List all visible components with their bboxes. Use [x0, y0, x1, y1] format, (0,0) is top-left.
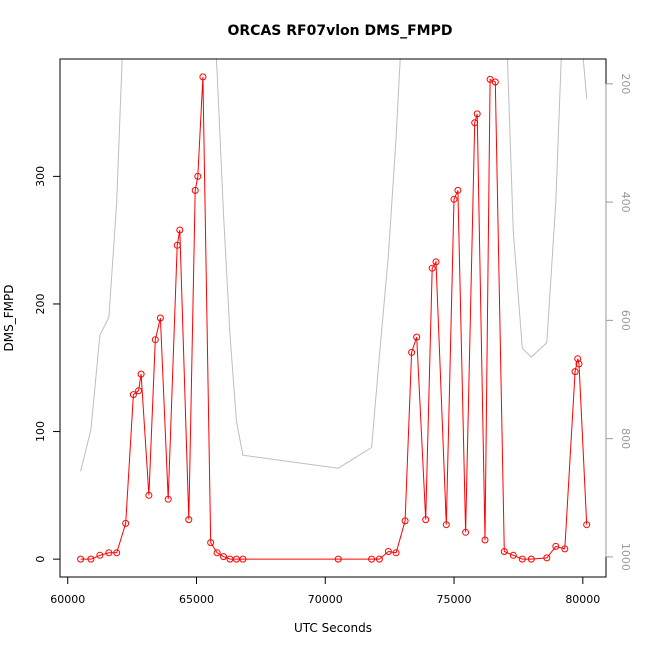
x-tick-label: 80000: [565, 593, 600, 606]
data-point: [145, 491, 153, 499]
data-point: [575, 360, 583, 368]
data-point: [334, 555, 342, 563]
data-point: [428, 264, 436, 272]
data-point: [137, 370, 145, 378]
x-tick-label: 60000: [50, 593, 85, 606]
data-point: [113, 549, 121, 557]
data-point: [164, 495, 172, 503]
data-point: [454, 186, 462, 194]
data-point: [543, 554, 551, 562]
data-point: [199, 73, 207, 81]
data-point: [509, 551, 517, 559]
data-point: [413, 333, 421, 341]
data-point: [176, 226, 184, 234]
data-point: [156, 314, 164, 322]
data-point: [462, 528, 470, 536]
data-point: [500, 548, 508, 555]
data-point: [491, 78, 499, 86]
x-tick-label: 65000: [179, 593, 214, 606]
data-point: [87, 555, 95, 563]
axes: 60000 65000 70000 75000 80000 0 100 200 300 200 40…: [34, 73, 632, 606]
data-point: [432, 258, 440, 266]
data-point: [471, 119, 479, 127]
data-point: [527, 555, 535, 563]
y-axis-label: DMS_FMPD: [2, 285, 16, 352]
data-point: [401, 517, 409, 525]
right-tick-label: 600: [619, 310, 632, 331]
right-tick-label: 200: [619, 73, 632, 94]
y-tick-label: 300: [34, 166, 47, 187]
data-point: [194, 172, 202, 180]
data-point: [239, 555, 247, 563]
y-tick-label: 200: [34, 293, 47, 314]
x-tick-label: 70000: [308, 593, 343, 606]
data-point: [583, 521, 591, 529]
x-axis-label: UTC Seconds: [294, 621, 372, 635]
y-tick-label: 0: [34, 556, 47, 563]
data-point: [185, 516, 193, 524]
data-point: [213, 549, 221, 557]
data-point: [473, 110, 481, 118]
data-point: [105, 549, 113, 557]
data-point: [77, 555, 85, 563]
data-point: [173, 241, 181, 249]
data-point: [220, 553, 227, 561]
data-point: [135, 387, 143, 395]
data-point: [122, 519, 130, 527]
right-tick-label: 400: [619, 192, 632, 213]
plot-area: [77, 59, 591, 563]
data-point: [422, 516, 430, 524]
y-tick-label: 100: [34, 421, 47, 442]
right-tick-label: 800: [619, 428, 632, 449]
data-point: [450, 195, 458, 203]
data-point: [571, 368, 579, 376]
data-point: [392, 549, 400, 557]
data-point: [574, 355, 582, 363]
chart-title: ORCAS RF07vlon DMS_FMPD: [228, 23, 453, 39]
x-tick-label: 75000: [437, 593, 472, 606]
data-point: [561, 545, 569, 553]
data-point: [129, 391, 137, 399]
right-tick-label: 1000: [619, 543, 632, 571]
data-point: [518, 555, 526, 563]
data-point: [481, 536, 489, 544]
data-point: [442, 521, 450, 529]
data-point: [384, 548, 392, 555]
data-point: [207, 539, 215, 547]
data-point: [151, 336, 159, 344]
plot-frame: [59, 58, 607, 578]
data-point: [408, 348, 416, 356]
data-point: [191, 186, 199, 194]
data-point: [368, 555, 376, 563]
data-point: [96, 551, 104, 559]
data-point: [375, 555, 383, 563]
data-point: [552, 542, 560, 550]
series-line-0: [80, 76, 588, 560]
series-line-1: [80, 59, 588, 472]
